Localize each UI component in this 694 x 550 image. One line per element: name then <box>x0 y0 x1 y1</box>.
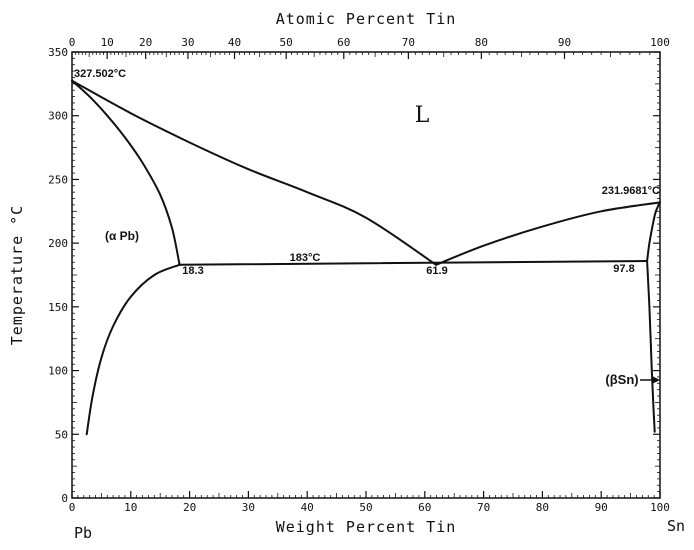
phase-boundaries <box>71 79 661 436</box>
left-tick-label: 0 <box>61 492 68 505</box>
left-tick-label: 200 <box>48 237 68 250</box>
phase-boundary-5 <box>646 201 661 262</box>
phase-boundary-0 <box>71 79 437 266</box>
bottom-tick-label: 40 <box>301 501 314 514</box>
left-element-label: Pb <box>74 524 92 542</box>
top-tick-label: 50 <box>280 36 293 49</box>
top-tick-label: 80 <box>475 36 488 49</box>
bottom-tick-label: 60 <box>418 501 431 514</box>
pb-melting-label: 327.502°C <box>74 68 126 80</box>
liquid-phase-label: L <box>415 103 430 128</box>
right-ticks <box>653 51 660 499</box>
eutectic-temp-label: 183°C <box>290 252 321 264</box>
top-tick-label: 90 <box>558 36 571 49</box>
beta-limit-label: 97.8 <box>613 263 634 275</box>
alpha-phase-label: (α Pb) <box>105 229 139 243</box>
beta-phase-label: (βSn) <box>605 372 638 387</box>
bottom-tick-label: 100 <box>650 501 670 514</box>
left-tick-label: 300 <box>48 110 68 123</box>
phase-boundary-3 <box>85 263 181 436</box>
y-axis-title: Temperature °C <box>8 205 26 345</box>
top-axis-title: Atomic Percent Tin <box>276 10 457 28</box>
left-tick-label: 250 <box>48 173 68 186</box>
bottom-tick-label: 50 <box>359 501 372 514</box>
left-tick-label: 150 <box>48 301 68 314</box>
top-tick-label: 60 <box>337 36 350 49</box>
phase-boundary-4 <box>178 260 649 266</box>
top-tick-label: 0 <box>69 36 76 49</box>
left-tick-label: 100 <box>48 365 68 378</box>
top-ticks: 0 10 20 30 40 50 60 70 80 90 100 <box>69 36 670 59</box>
left-ticks: 0 50 100 150 200 250 300 350 <box>48 46 79 505</box>
top-tick-label: 20 <box>139 36 152 49</box>
top-tick-label: 100 <box>650 36 670 49</box>
bottom-tick-label: 10 <box>124 501 137 514</box>
alpha-limit-label: 18.3 <box>182 265 203 277</box>
top-tick-label: 40 <box>228 36 241 49</box>
phase-boundary-2 <box>71 79 181 266</box>
bottom-tick-label: 0 <box>69 501 76 514</box>
top-tick-label: 70 <box>402 36 415 49</box>
bottom-tick-label: 30 <box>242 501 255 514</box>
bottom-tick-label: 80 <box>536 501 549 514</box>
left-tick-label: 50 <box>55 428 68 441</box>
phase-boundary-6 <box>646 260 656 433</box>
top-tick-label: 30 <box>181 36 194 49</box>
sn-melting-label: 231.9681°C <box>602 185 660 197</box>
bottom-tick-label: 70 <box>477 501 490 514</box>
left-tick-label: 350 <box>48 46 68 59</box>
bottom-tick-label: 90 <box>595 501 608 514</box>
bottom-ticks: 0 10 20 30 40 50 60 70 80 90 100 <box>69 491 670 514</box>
right-element-label: Sn <box>667 517 685 535</box>
beta-arrow <box>640 376 660 384</box>
bottom-tick-label: 20 <box>183 501 196 514</box>
top-tick-label: 10 <box>101 36 114 49</box>
eutectic-comp-label: 61.9 <box>426 265 447 277</box>
phase-boundary-1 <box>435 201 661 266</box>
bottom-axis-title: Weight Percent Tin <box>276 518 457 536</box>
plot-frame <box>71 51 661 499</box>
